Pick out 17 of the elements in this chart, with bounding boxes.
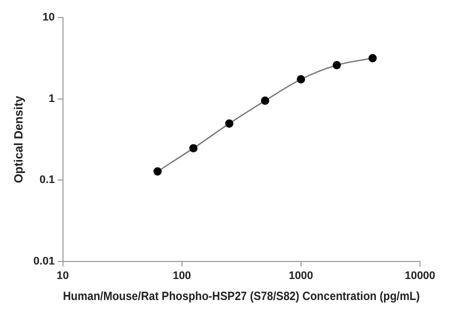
point bbox=[225, 119, 234, 128]
point bbox=[296, 75, 306, 84]
y-tick-label: 0.1 bbox=[40, 174, 55, 186]
x-tick-label: 1000 bbox=[288, 270, 314, 282]
x-tick-label: 10000 bbox=[404, 270, 436, 282]
x-axis-title: Human/Mouse/Rat Phospho-HSP27 (S78/S82) Concentration (pg/mL) bbox=[63, 290, 420, 304]
y-axis-title: Optical Density bbox=[12, 95, 26, 184]
x-tick-label: 100 bbox=[172, 270, 192, 282]
y-tick-label: 10 bbox=[42, 12, 55, 24]
point bbox=[260, 96, 270, 105]
x-tick-label: 10 bbox=[56, 270, 69, 282]
point bbox=[368, 54, 377, 62]
y-tick-label: 0.01 bbox=[33, 255, 55, 268]
point bbox=[189, 144, 198, 152]
point bbox=[332, 60, 341, 70]
y-tick-label: 1 bbox=[48, 92, 55, 105]
point bbox=[153, 167, 162, 176]
